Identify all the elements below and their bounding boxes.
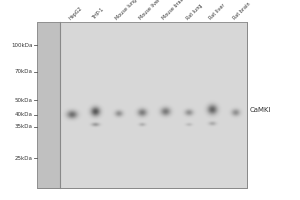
Text: 35kDa: 35kDa	[15, 124, 33, 129]
Text: 40kDa: 40kDa	[15, 112, 33, 117]
Text: Rat liver: Rat liver	[208, 3, 226, 21]
Text: Mouse lung: Mouse lung	[115, 0, 138, 21]
Text: THP-1: THP-1	[92, 7, 105, 21]
Text: HepG2: HepG2	[68, 6, 83, 21]
Text: Mouse brain: Mouse brain	[162, 0, 187, 21]
Bar	[37, 22, 60, 188]
Bar	[37, 22, 247, 188]
Text: 100kDa: 100kDa	[11, 43, 33, 48]
Text: 25kDa: 25kDa	[15, 156, 33, 161]
Text: Rat lung: Rat lung	[185, 3, 203, 21]
Text: Rat brain: Rat brain	[232, 2, 251, 21]
Bar	[37, 22, 247, 188]
Text: 50kDa: 50kDa	[15, 98, 33, 103]
Text: Mouse liver: Mouse liver	[138, 0, 162, 21]
Text: 70kDa: 70kDa	[15, 69, 33, 74]
Text: CaMKI: CaMKI	[250, 107, 272, 113]
